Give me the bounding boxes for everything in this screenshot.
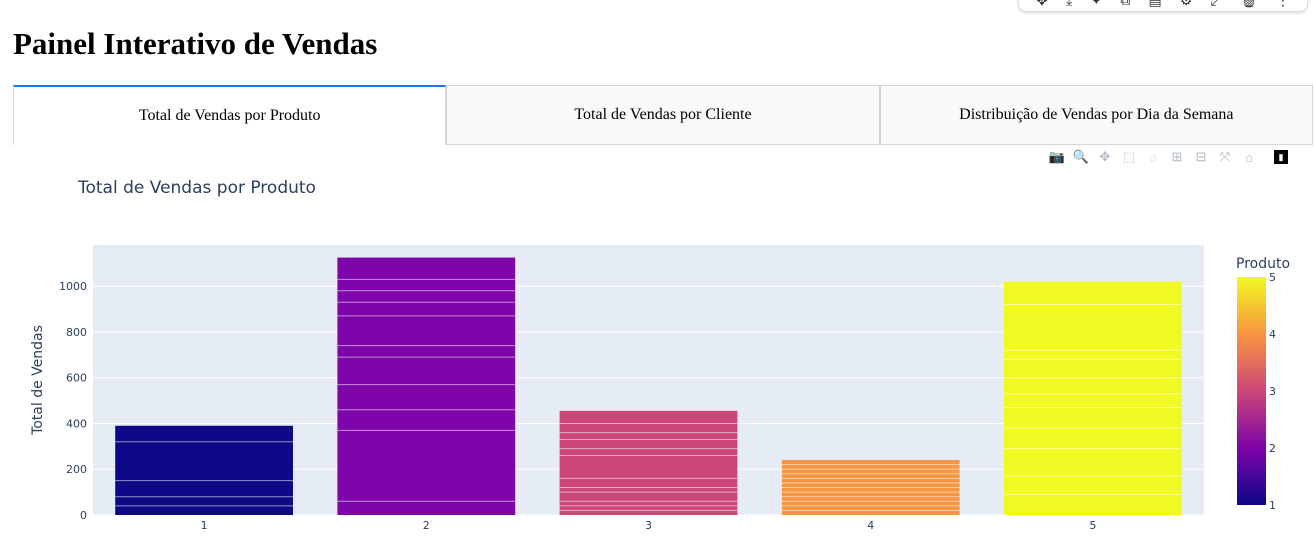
zoom-icon[interactable]: 🔍 (1072, 149, 1090, 164)
move-icon[interactable]: ✥ (1036, 0, 1048, 8)
tab-vendas-dia-semana[interactable]: Distribuição de Vendas por Dia da Semana (879, 85, 1313, 145)
colorbar-tick-label: 2 (1269, 442, 1276, 455)
lasso-icon[interactable]: ◌ (1149, 149, 1157, 165)
y-tick-label: 800 (66, 326, 87, 339)
more-icon[interactable]: ⋮ (1275, 0, 1290, 8)
colorbar-title: Produto (1236, 256, 1290, 272)
y-tick-label: 400 (66, 417, 87, 430)
box-select-icon[interactable]: ⬚ (1122, 149, 1136, 164)
reset-icon[interactable]: ⌂ (1245, 149, 1253, 165)
plot-modebar: 📷 🔍 ✥ ⬚ ◌ ⊞ ⊟ ⤧ ⌂ ▮ (1048, 149, 1288, 165)
chart-title: Total de Vendas por Produto (78, 178, 316, 198)
y-tick-label: 600 (66, 372, 87, 385)
y-tick-label: 1000 (59, 280, 87, 293)
comment-icon[interactable]: ▤ (1148, 0, 1162, 8)
colorbar-tick-label: 3 (1269, 385, 1276, 398)
tab-bar: Total de Vendas por Produto Total de Ven… (13, 85, 1313, 145)
y-tick-label: 200 (66, 463, 87, 476)
camera-icon[interactable]: 📷 (1048, 149, 1066, 164)
sparkle-icon[interactable]: ✦ (1090, 0, 1103, 8)
tab-vendas-cliente[interactable]: Total de Vendas por Cliente (446, 85, 880, 145)
download-icon[interactable]: ⤓ (1065, 0, 1073, 8)
link-icon[interactable]: ⧉ (1120, 0, 1131, 8)
colorbar (1237, 277, 1266, 505)
x-tick-label: 5 (1089, 519, 1096, 532)
bar-produto-1[interactable] (115, 425, 293, 515)
plotly-logo-icon[interactable]: ▮ (1274, 150, 1288, 164)
y-axis-title: Total de Vendas (30, 325, 46, 436)
bar-produto-3[interactable] (559, 410, 738, 515)
notebook-toolbar: ✥ ⤓ ✦ ⧉ ▤ ⚙ ⤢ 🗑 ⋮ (1018, 0, 1308, 12)
colorbar-tick-label: 5 (1269, 271, 1276, 284)
tab-vendas-produto[interactable]: Total de Vendas por Produto (13, 85, 447, 145)
trash-icon[interactable]: 🗑 (1239, 0, 1258, 8)
expand-icon[interactable]: ⤢ (1210, 0, 1222, 8)
settings-icon[interactable]: ⚙ (1179, 0, 1193, 8)
x-tick-label: 4 (867, 519, 874, 532)
zoom-in-icon[interactable]: ⊞ (1171, 149, 1183, 164)
zoom-out-icon[interactable]: ⊟ (1195, 149, 1207, 164)
pan-icon[interactable]: ✥ (1099, 149, 1111, 164)
x-tick-label: 3 (645, 519, 652, 532)
colorbar-tick-label: 1 (1269, 499, 1276, 512)
bar-produto-5[interactable] (1004, 281, 1182, 515)
colorbar-tick-label: 4 (1269, 328, 1276, 341)
autoscale-icon[interactable]: ⤧ (1219, 149, 1231, 164)
x-tick-label: 1 (201, 519, 208, 532)
y-tick-label: 0 (80, 509, 87, 522)
x-tick-label: 2 (423, 519, 430, 532)
page-title: Painel Interativo de Vendas (13, 26, 378, 61)
bar-produto-2[interactable] (337, 257, 516, 515)
